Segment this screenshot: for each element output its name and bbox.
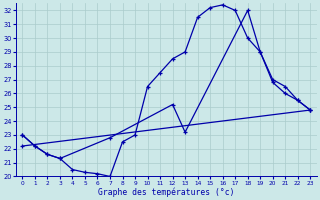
X-axis label: Graphe des températures (°c): Graphe des températures (°c) (98, 187, 235, 197)
